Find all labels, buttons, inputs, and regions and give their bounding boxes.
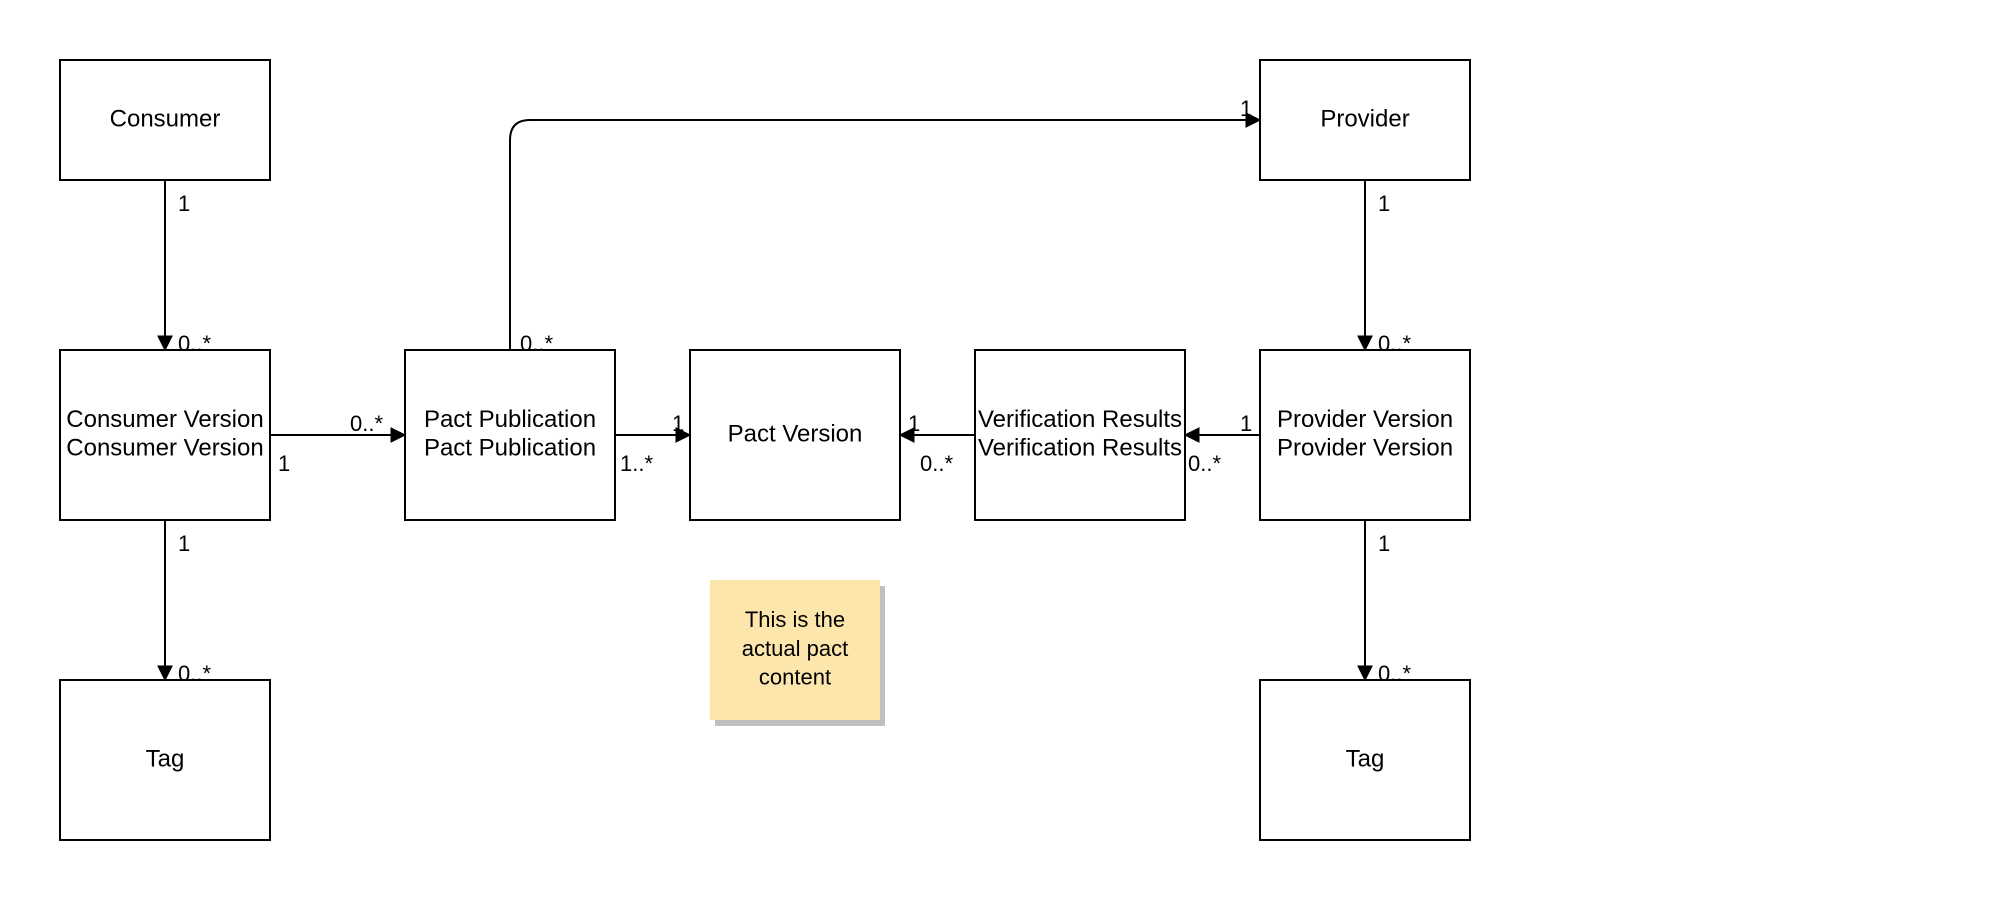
cardinality-label: 1 xyxy=(672,411,684,436)
node-label: Tag xyxy=(146,745,185,772)
node-label: Pact Publication xyxy=(424,435,596,462)
entity-relationship-diagram: 10..*10..*10..*1..*10..*110..*10..*10..*… xyxy=(0,0,1998,920)
node-label: Provider Version xyxy=(1277,406,1453,433)
edge-consumer-to-consumer-version: 10..* xyxy=(165,180,211,356)
node-tag-left: Tag xyxy=(60,680,270,840)
cardinality-label: 1 xyxy=(1240,96,1252,121)
node-label: Consumer Version xyxy=(66,435,263,462)
cardinality-label: 1 xyxy=(1240,411,1252,436)
node-provider-version: Provider VersionProvider Version xyxy=(1260,350,1470,520)
node-label: Consumer Version xyxy=(66,406,263,433)
cardinality-label: 1..* xyxy=(620,451,653,476)
node-label: Provider xyxy=(1320,105,1409,132)
cardinality-label: 1 xyxy=(1378,531,1390,556)
sticky-note-text: actual pact xyxy=(742,636,848,661)
cardinality-label: 1 xyxy=(908,411,920,436)
cardinality-label: 0..* xyxy=(1188,451,1221,476)
edge-provider-version-to-tag-right: 10..* xyxy=(1365,520,1411,686)
cardinality-label: 1 xyxy=(178,191,190,216)
node-consumer: Consumer xyxy=(60,60,270,180)
node-label: Verification Results xyxy=(978,406,1182,433)
edge-pact-publication-to-provider: 0..*1 xyxy=(510,96,1260,356)
edge-verification-to-pact-version: 0..*1 xyxy=(900,411,975,476)
node-verification: Verification ResultsVerification Results xyxy=(975,350,1185,520)
node-pact-publication: Pact PublicationPact Publication xyxy=(405,350,615,520)
edge-pact-publication-to-pact-version: 1..* 1 xyxy=(615,411,690,476)
node-pact-version: Pact Version xyxy=(690,350,900,520)
edge-provider-to-provider-version: 10..* xyxy=(1365,180,1411,356)
cardinality-label: 0..* xyxy=(920,451,953,476)
node-label: Consumer xyxy=(110,105,221,132)
node-label: Provider Version xyxy=(1277,435,1453,462)
node-consumer-version: Consumer VersionConsumer Version xyxy=(60,350,270,520)
edge-provider-version-to-verification: 1 0..* xyxy=(1185,411,1260,476)
cardinality-label: 1 xyxy=(1378,191,1390,216)
sticky-note-text: This is the xyxy=(745,607,845,632)
cardinality-label: 1 xyxy=(178,531,190,556)
node-label: Pact Version xyxy=(728,420,863,447)
cardinality-label: 0..* xyxy=(350,411,383,436)
node-tag-right: Tag xyxy=(1260,680,1470,840)
sticky-note-text: content xyxy=(759,664,831,689)
node-label: Verification Results xyxy=(978,435,1182,462)
node-provider: Provider xyxy=(1260,60,1470,180)
sticky-note: This is the actual pact content xyxy=(710,580,885,726)
node-label: Tag xyxy=(1346,745,1385,772)
node-label: Pact Publication xyxy=(424,406,596,433)
edge-consumer-version-to-pact-publication: 1 0..* xyxy=(270,411,405,476)
edge-consumer-version-to-tag-left: 10..* xyxy=(165,520,211,686)
cardinality-label: 1 xyxy=(278,451,290,476)
